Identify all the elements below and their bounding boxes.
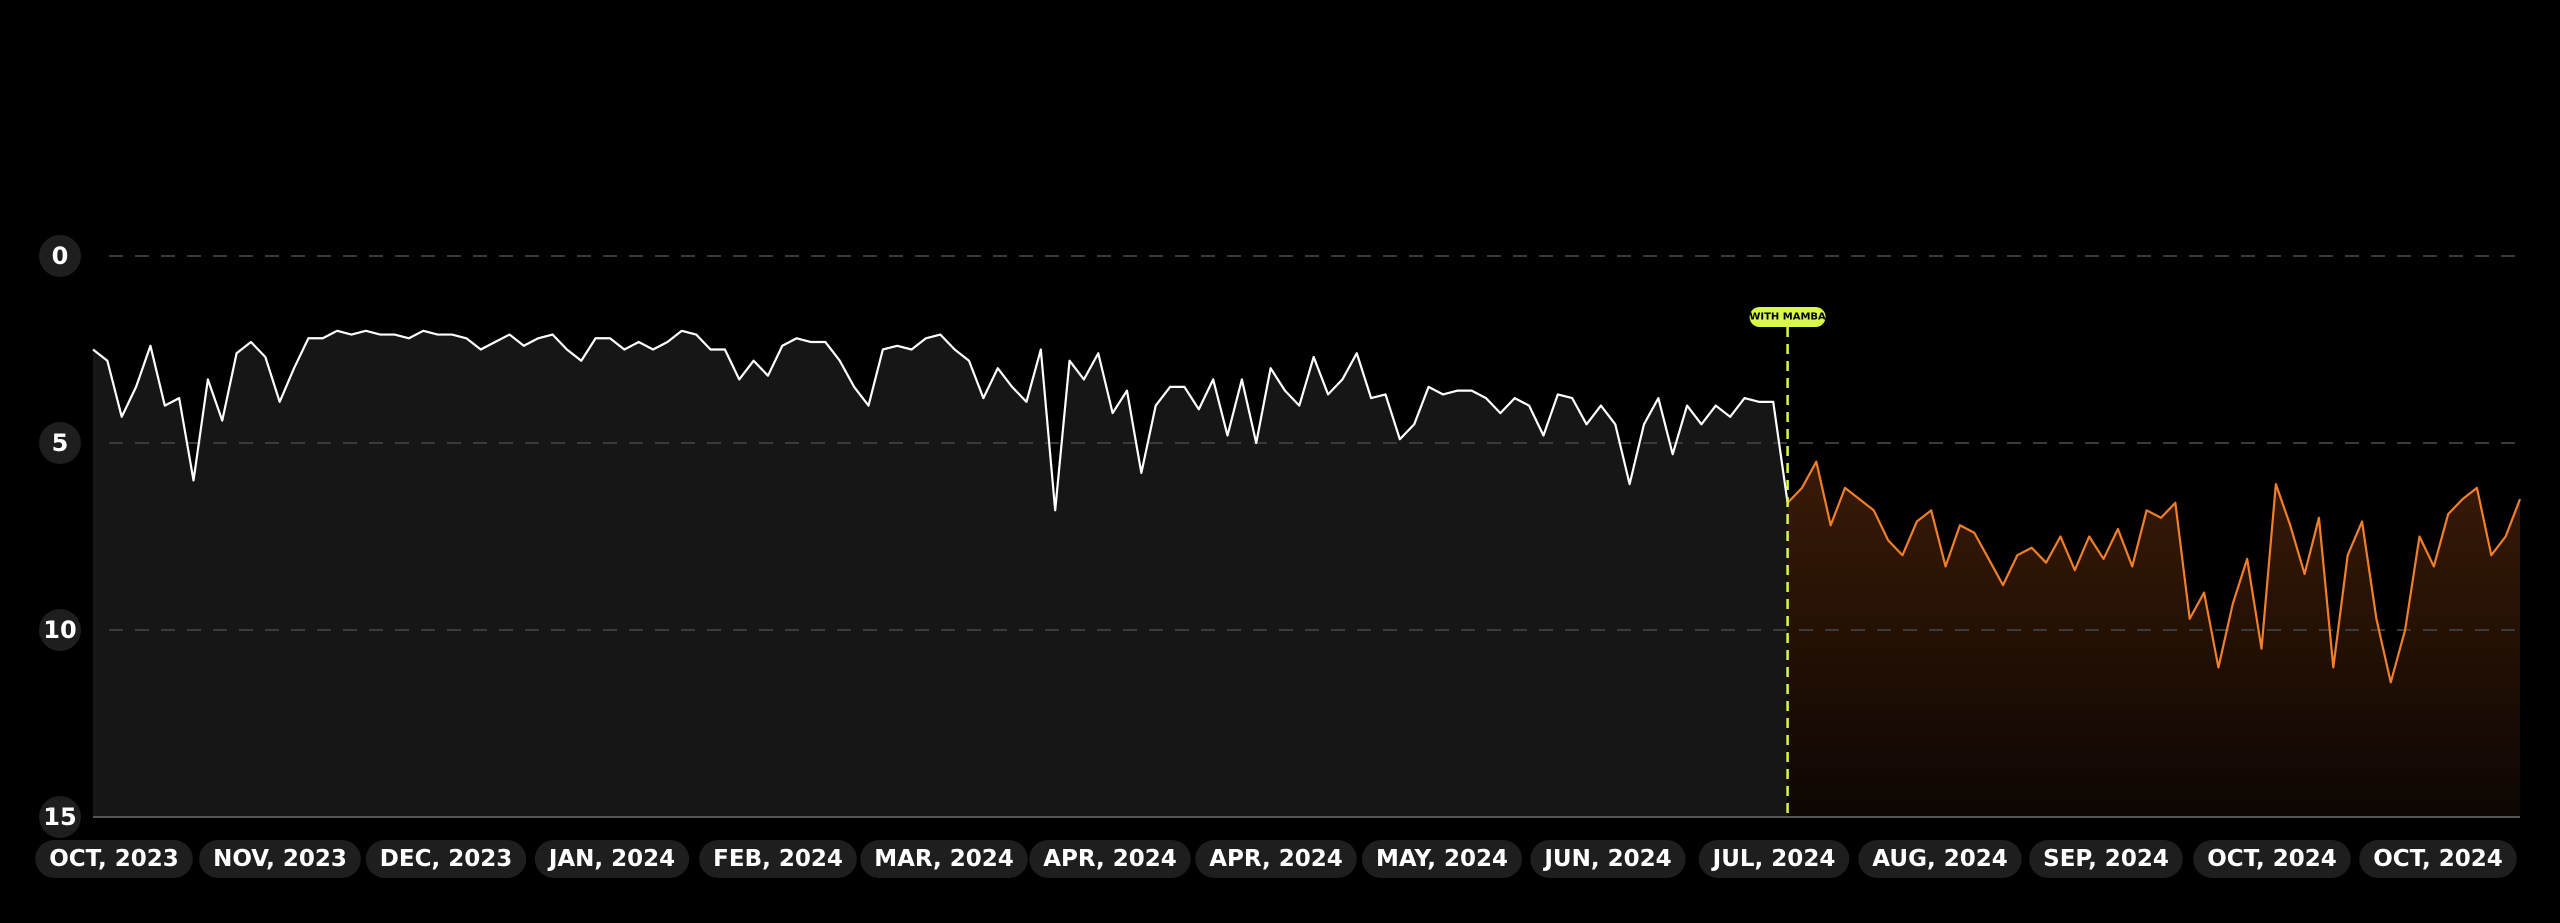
x-label: NOV, 2023 bbox=[199, 840, 361, 878]
x-label: MAR, 2024 bbox=[860, 840, 1028, 878]
x-label-pill bbox=[2359, 840, 2517, 878]
y-tick-badge bbox=[39, 235, 81, 277]
x-label-pill bbox=[2193, 840, 2351, 878]
x-label-text: OCT, 2024 bbox=[2373, 846, 2503, 872]
y-tick-label: 10 bbox=[43, 616, 76, 644]
y-tick-badge bbox=[39, 796, 81, 838]
x-label-pill bbox=[199, 840, 361, 878]
area bbox=[93, 330, 1788, 817]
x-label-text: APR, 2024 bbox=[1043, 846, 1177, 872]
x-label-text: OCT, 2023 bbox=[49, 846, 179, 872]
x-label: OCT, 2023 bbox=[35, 840, 193, 878]
x-label-text: NOV, 2023 bbox=[213, 846, 347, 872]
x-label-text: DEC, 2023 bbox=[380, 846, 512, 872]
y-tick-badge bbox=[39, 609, 81, 651]
y-tick-label: 15 bbox=[43, 803, 76, 831]
x-label-text: MAY, 2024 bbox=[1376, 846, 1508, 872]
x-label-text: JAN, 2024 bbox=[547, 846, 675, 872]
x-label: OCT, 2024 bbox=[2359, 840, 2517, 878]
x-label: JAN, 2024 bbox=[534, 840, 690, 878]
x-label-pill bbox=[1029, 840, 1191, 878]
x-label: SEP, 2024 bbox=[2029, 840, 2183, 878]
x-label: APR, 2024 bbox=[1029, 840, 1191, 878]
series-line bbox=[1786, 460, 2522, 684]
area bbox=[1787, 461, 2520, 817]
x-label-pill bbox=[860, 840, 1028, 878]
x-label: AUG, 2024 bbox=[1858, 840, 2022, 878]
y-tick-label: 0 bbox=[52, 242, 69, 270]
x-label-pill bbox=[534, 840, 690, 878]
y-tick-label: 5 bbox=[52, 429, 69, 457]
x-label-pill bbox=[365, 840, 527, 878]
x-label-text: MAR, 2024 bbox=[874, 846, 1014, 872]
y-tick-badge bbox=[39, 422, 81, 464]
x-label: FEB, 2024 bbox=[699, 840, 857, 878]
x-label: OCT, 2024 bbox=[2193, 840, 2351, 878]
annotation-badge bbox=[1749, 307, 1826, 327]
x-label-pill bbox=[699, 840, 857, 878]
x-label-pill bbox=[1195, 840, 1357, 878]
x-label-text: JUN, 2024 bbox=[1542, 846, 1671, 872]
x-label: JUN, 2024 bbox=[1530, 840, 1686, 878]
series-line bbox=[92, 329, 1789, 512]
x-label-pill bbox=[1530, 840, 1686, 878]
x-label-pill bbox=[35, 840, 193, 878]
x-label-pill bbox=[1698, 840, 1850, 878]
x-label: APR, 2024 bbox=[1195, 840, 1357, 878]
x-label-text: SEP, 2024 bbox=[2043, 846, 2169, 872]
x-label-text: FEB, 2024 bbox=[713, 846, 843, 872]
x-label-text: OCT, 2024 bbox=[2207, 846, 2337, 872]
x-label: JUL, 2024 bbox=[1698, 840, 1850, 878]
x-label: MAY, 2024 bbox=[1361, 840, 1523, 878]
x-label-pill bbox=[1858, 840, 2022, 878]
annotation-label: WITH MAMBA bbox=[1749, 312, 1826, 323]
x-label: DEC, 2023 bbox=[365, 840, 527, 878]
x-label-pill bbox=[2029, 840, 2183, 878]
x-label-pill bbox=[1361, 840, 1523, 878]
x-label-text: JUL, 2024 bbox=[1711, 846, 1836, 872]
x-label-text: AUG, 2024 bbox=[1872, 846, 2007, 872]
x-label-text: APR, 2024 bbox=[1209, 846, 1343, 872]
